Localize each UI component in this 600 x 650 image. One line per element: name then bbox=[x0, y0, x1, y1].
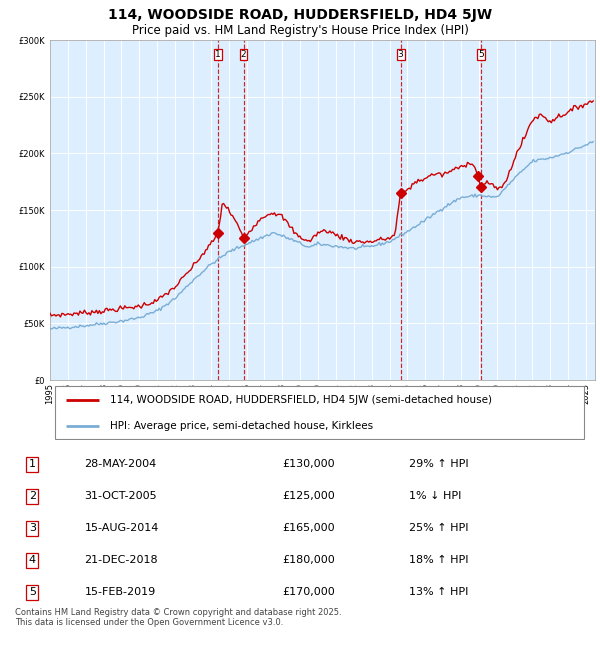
Text: 15-FEB-2019: 15-FEB-2019 bbox=[85, 587, 156, 597]
Text: 5: 5 bbox=[29, 587, 36, 597]
FancyBboxPatch shape bbox=[55, 386, 584, 439]
Text: 13% ↑ HPI: 13% ↑ HPI bbox=[409, 587, 469, 597]
Text: Contains HM Land Registry data © Crown copyright and database right 2025.
This d: Contains HM Land Registry data © Crown c… bbox=[15, 608, 341, 627]
Text: 21-DEC-2018: 21-DEC-2018 bbox=[85, 555, 158, 566]
Text: 15-AUG-2014: 15-AUG-2014 bbox=[85, 523, 159, 533]
Text: Price paid vs. HM Land Registry's House Price Index (HPI): Price paid vs. HM Land Registry's House … bbox=[131, 24, 469, 37]
Text: 2: 2 bbox=[241, 50, 247, 59]
Text: 28-MAY-2004: 28-MAY-2004 bbox=[85, 459, 157, 469]
Text: £165,000: £165,000 bbox=[282, 523, 334, 533]
Text: 4: 4 bbox=[29, 555, 36, 566]
Text: 3: 3 bbox=[29, 523, 36, 533]
Text: 1: 1 bbox=[29, 459, 36, 469]
Text: 25% ↑ HPI: 25% ↑ HPI bbox=[409, 523, 469, 533]
Text: 5: 5 bbox=[478, 50, 484, 59]
Text: 3: 3 bbox=[398, 50, 403, 59]
Text: 114, WOODSIDE ROAD, HUDDERSFIELD, HD4 5JW: 114, WOODSIDE ROAD, HUDDERSFIELD, HD4 5J… bbox=[108, 8, 492, 22]
Text: £180,000: £180,000 bbox=[282, 555, 335, 566]
Text: £130,000: £130,000 bbox=[282, 459, 334, 469]
Text: 29% ↑ HPI: 29% ↑ HPI bbox=[409, 459, 469, 469]
Text: 114, WOODSIDE ROAD, HUDDERSFIELD, HD4 5JW (semi-detached house): 114, WOODSIDE ROAD, HUDDERSFIELD, HD4 5J… bbox=[110, 395, 492, 406]
Text: 31-OCT-2005: 31-OCT-2005 bbox=[85, 491, 157, 501]
Text: £170,000: £170,000 bbox=[282, 587, 335, 597]
Text: 1% ↓ HPI: 1% ↓ HPI bbox=[409, 491, 462, 501]
Text: 18% ↑ HPI: 18% ↑ HPI bbox=[409, 555, 469, 566]
Text: £125,000: £125,000 bbox=[282, 491, 335, 501]
Text: HPI: Average price, semi-detached house, Kirklees: HPI: Average price, semi-detached house,… bbox=[110, 421, 373, 431]
Text: 2: 2 bbox=[29, 491, 36, 501]
Text: 1: 1 bbox=[215, 50, 221, 59]
